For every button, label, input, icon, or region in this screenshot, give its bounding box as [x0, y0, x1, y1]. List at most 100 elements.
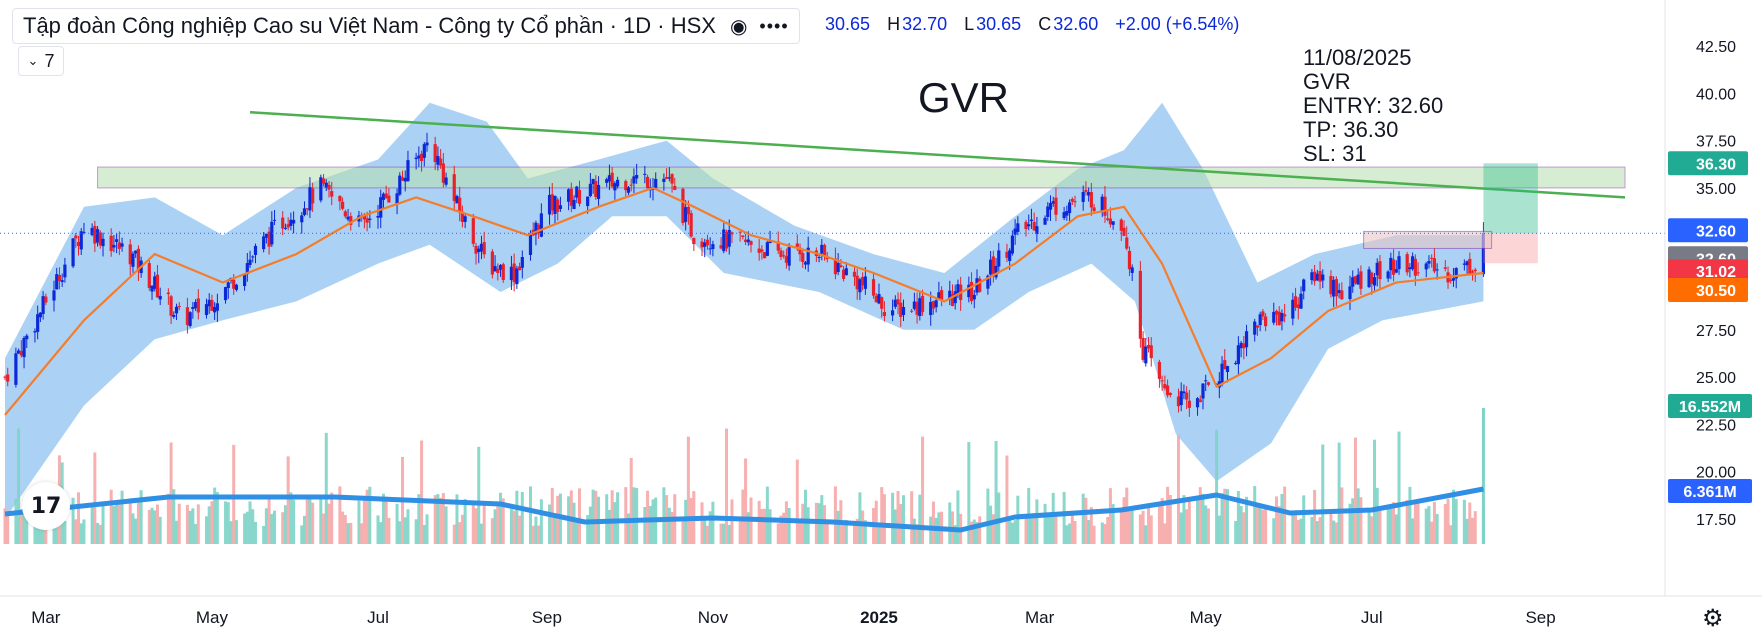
- volume-bar: [327, 503, 331, 544]
- volume-bar: [1130, 509, 1134, 544]
- candle-body: [1206, 382, 1211, 385]
- eye-icon[interactable]: ◉: [729, 15, 748, 38]
- candle-body: [444, 177, 448, 185]
- candle-body: [1367, 269, 1371, 288]
- resistance-zone-box: [97, 166, 1626, 189]
- candle-body: [131, 253, 135, 267]
- candle-body: [882, 312, 887, 317]
- candle-body: [700, 241, 704, 248]
- candle-body: [496, 268, 500, 274]
- candle-body: [441, 163, 445, 183]
- candle-body: [705, 239, 710, 246]
- candle-body: [1125, 237, 1129, 249]
- volume-bar: [986, 488, 990, 544]
- volume-bar: [1157, 504, 1161, 544]
- volume-bar: [188, 510, 192, 544]
- volume-bar: [700, 502, 704, 544]
- candle-body: [588, 183, 592, 197]
- candle-body: [1165, 385, 1170, 396]
- volume-bar: [1351, 498, 1355, 544]
- volume-bar: [833, 486, 837, 544]
- candle-body: [607, 175, 612, 182]
- candle-body: [458, 197, 462, 213]
- candle-body: [1187, 400, 1191, 408]
- candle-body: [63, 264, 67, 278]
- volume-bar: [134, 518, 138, 544]
- volume-bar: [577, 488, 581, 544]
- candle-body: [153, 276, 157, 289]
- candle-body: [381, 193, 386, 200]
- candle-body: [1465, 261, 1469, 266]
- candle-body: [1310, 272, 1314, 281]
- volume-bar: [1280, 493, 1284, 544]
- candle-body: [452, 174, 456, 201]
- candle-body: [749, 241, 753, 245]
- more-icon[interactable]: ••••: [759, 15, 789, 36]
- note-entry: ENTRY: 32.60: [1303, 93, 1444, 118]
- volume-bar: [708, 511, 712, 544]
- candle-body: [245, 263, 249, 275]
- volume-bar: [196, 504, 200, 544]
- candle-body: [1027, 224, 1031, 227]
- chevron-down-icon: ⌄: [27, 53, 39, 68]
- candle-body: [379, 197, 383, 218]
- candle-body: [101, 238, 105, 247]
- candle-body: [795, 243, 799, 247]
- candle-body: [586, 196, 590, 207]
- candle-body: [174, 306, 179, 314]
- candle-body: [1242, 343, 1246, 349]
- volume-bar: [215, 492, 219, 544]
- volume-bar: [855, 518, 859, 544]
- indicator-toggle-button[interactable]: ⌄ 7: [18, 46, 64, 76]
- candle-body: [82, 231, 86, 233]
- volume-bar: [1206, 508, 1210, 544]
- candle-body: [534, 222, 538, 235]
- volume-bar: [918, 494, 922, 544]
- volume-bar: [1367, 511, 1371, 544]
- volume-bar: [357, 500, 361, 544]
- symbol-header[interactable]: Tập đoàn Công nghiệp Cao su Việt Nam - C…: [12, 8, 800, 44]
- price-tick-label: 25.00: [1696, 370, 1736, 387]
- candle-body: [665, 177, 669, 179]
- candle-body: [289, 219, 293, 226]
- candle-body: [1236, 345, 1240, 365]
- change-value: +2.00 (+6.54%): [1115, 14, 1240, 34]
- tradingview-logo-icon[interactable]: 17: [22, 482, 70, 530]
- candle-body: [515, 268, 519, 285]
- candle-body: [52, 290, 56, 301]
- candle-body: [33, 331, 37, 333]
- candle-body: [948, 290, 952, 300]
- ohlc-legend: 30.65 H 32.70 L 30.65 C 32.60 +2.00 (+6.54%…: [825, 14, 1241, 35]
- volume-bar: [1432, 502, 1436, 544]
- candle-body: [969, 281, 974, 302]
- candle-body: [1185, 392, 1189, 400]
- candle-body: [433, 144, 437, 163]
- volume-bar: [842, 521, 846, 544]
- volume-bar: [420, 440, 424, 544]
- candle-body: [817, 256, 821, 258]
- time-tick-label: Mar: [1025, 608, 1055, 627]
- candle-body: [1432, 258, 1437, 272]
- volume-bar: [471, 501, 475, 544]
- candle-body: [950, 293, 955, 306]
- candle-body: [319, 177, 323, 201]
- candle-body: [1127, 250, 1132, 270]
- candle-body: [1332, 280, 1336, 297]
- candle-body: [1386, 271, 1390, 279]
- volume-bar: [1451, 489, 1455, 544]
- volume-bar: [403, 517, 407, 544]
- candle-body: [1340, 290, 1344, 300]
- candle-body: [302, 208, 307, 215]
- volume-bar: [82, 519, 86, 544]
- settings-icon[interactable]: ⚙: [1702, 605, 1724, 632]
- candle-body: [1043, 217, 1047, 225]
- volume-bar: [207, 506, 211, 544]
- candle-body: [1291, 299, 1295, 319]
- volume-bar: [251, 509, 255, 544]
- volume-bar: [1378, 507, 1382, 544]
- candle-body: [874, 295, 878, 303]
- candle-body: [292, 219, 296, 224]
- candle-body: [768, 241, 772, 244]
- candle-body: [188, 312, 192, 326]
